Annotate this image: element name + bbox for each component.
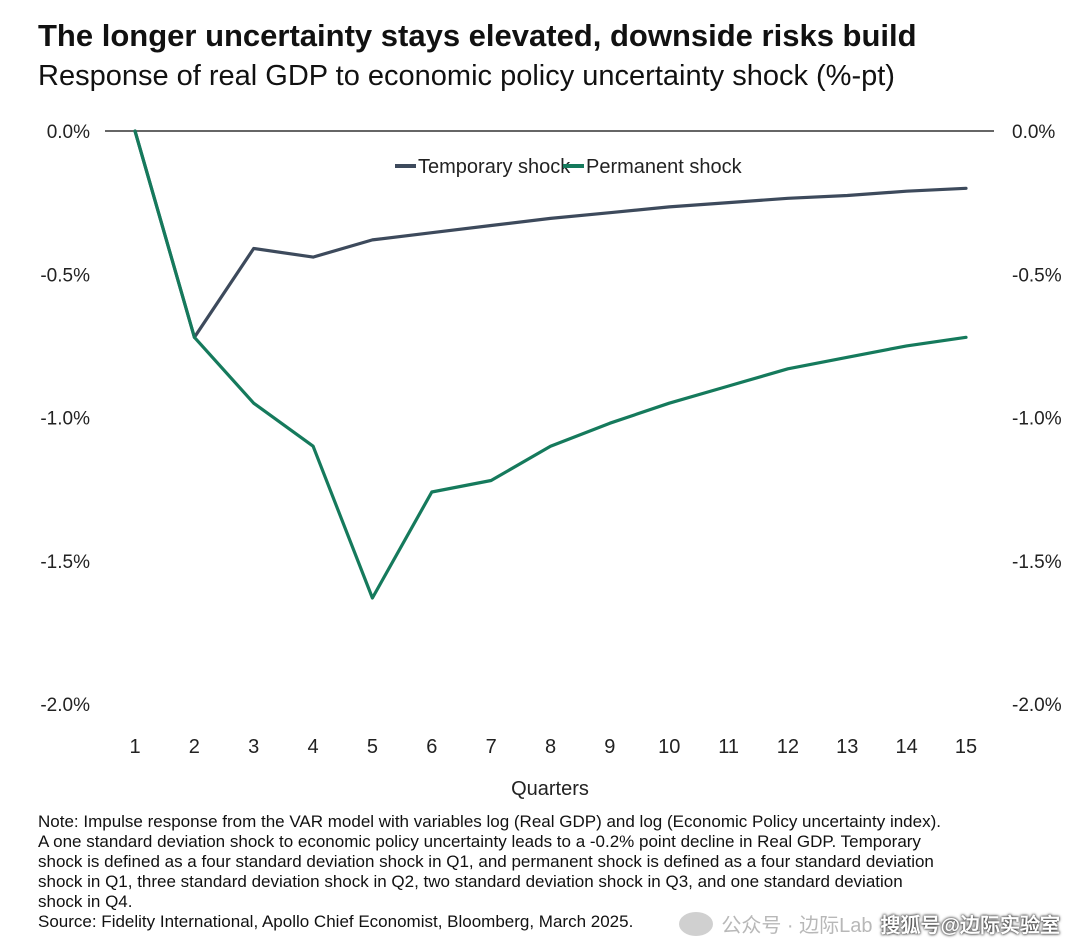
legend-label: Temporary shock bbox=[418, 156, 571, 178]
x-tick-label: 8 bbox=[545, 736, 556, 758]
watermark-dark-text: 搜狐号@边际实验室 bbox=[880, 915, 1060, 937]
chart-note: Note: Impulse response from the VAR mode… bbox=[38, 812, 1058, 932]
x-tick-label: 9 bbox=[604, 736, 615, 758]
chart-title: The longer uncertainty stays elevated, d… bbox=[38, 18, 917, 53]
chart-subtitle: Response of real GDP to economic policy … bbox=[38, 60, 895, 92]
series-line-permanent-shock bbox=[133, 129, 968, 600]
y-tick-label-right: -1.5% bbox=[1012, 552, 1062, 573]
x-tick-label: 2 bbox=[189, 736, 200, 758]
note-line: Note: Impulse response from the VAR mode… bbox=[38, 812, 941, 831]
source-line: Source: Fidelity International, Apollo C… bbox=[38, 912, 634, 931]
x-tick-label: 4 bbox=[308, 736, 319, 758]
x-tick-label: 11 bbox=[718, 736, 739, 758]
x-tick-label: 13 bbox=[836, 736, 858, 758]
x-tick-label: 10 bbox=[658, 736, 680, 758]
note-line: shock in Q4. bbox=[38, 892, 133, 911]
x-tick-label: 3 bbox=[248, 736, 259, 758]
y-tick-label-right: -0.5% bbox=[1012, 265, 1062, 286]
wechat-logo-icon bbox=[679, 911, 714, 936]
watermark-gray-text: 公众号 · 边际Lab bbox=[721, 915, 873, 937]
x-axis-title: Quarters bbox=[511, 778, 589, 800]
y-tick-label-left: -1.5% bbox=[40, 552, 90, 573]
x-tick-label: 14 bbox=[896, 736, 918, 758]
x-tick-label: 5 bbox=[367, 736, 378, 758]
series-line-temporary-shock bbox=[133, 129, 968, 339]
y-tick-label-right: -1.0% bbox=[1012, 409, 1062, 430]
note-line: shock is defined as a four standard devi… bbox=[38, 852, 934, 871]
y-tick-label-left: -2.0% bbox=[40, 695, 90, 716]
note-line: shock in Q1, three standard deviation sh… bbox=[38, 872, 903, 891]
x-tick-label: 15 bbox=[955, 736, 977, 758]
y-tick-label-right: -2.0% bbox=[1012, 695, 1062, 716]
y-tick-label-left: 0.0% bbox=[47, 122, 90, 143]
y-tick-label-left: -1.0% bbox=[40, 409, 90, 430]
y-tick-label-left: -0.5% bbox=[40, 265, 90, 286]
y-tick-label-right: 0.0% bbox=[1012, 122, 1055, 143]
watermark: 公众号 · 边际Lab 搜狐号@边际实验室 bbox=[679, 909, 1060, 938]
x-tick-label: 6 bbox=[426, 736, 437, 758]
line-chart: 0.0% 0.0% -0.5% -0.5% -1.0% -1.0% -1.5% -1.5% -2… bbox=[40, 122, 1062, 800]
legend-label: Permanent shock bbox=[586, 156, 743, 178]
x-tick-label: 12 bbox=[777, 736, 799, 758]
note-line: A one standard deviation shock to econom… bbox=[38, 832, 921, 851]
x-tick-label: 1 bbox=[129, 736, 140, 758]
x-tick-label: 7 bbox=[486, 736, 497, 758]
